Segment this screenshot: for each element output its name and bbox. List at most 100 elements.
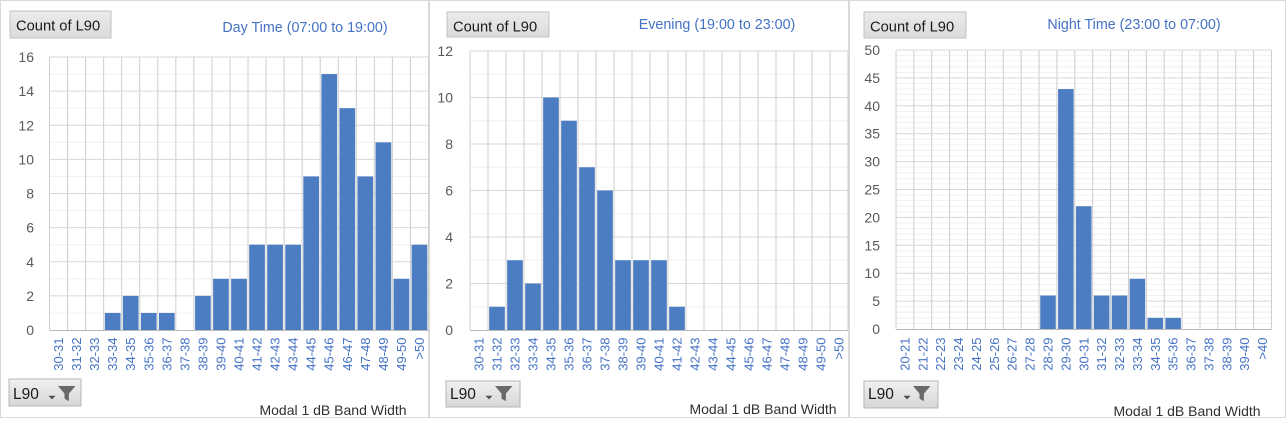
svg-text:44-45: 44-45 — [304, 338, 319, 371]
svg-text:16: 16 — [18, 49, 34, 65]
svg-text:40: 40 — [864, 98, 880, 114]
svg-text:49-50: 49-50 — [394, 338, 409, 371]
svg-text:31-32: 31-32 — [1094, 338, 1109, 371]
svg-text:46-47: 46-47 — [760, 338, 775, 371]
svg-text:4: 4 — [445, 229, 453, 245]
svg-text:0: 0 — [872, 321, 880, 337]
svg-text:38-39: 38-39 — [616, 338, 631, 371]
svg-text:34-35: 34-35 — [544, 338, 559, 371]
svg-text:15: 15 — [864, 237, 880, 253]
svg-text:45-46: 45-46 — [322, 338, 337, 371]
svg-text:0: 0 — [445, 322, 453, 338]
svg-text:14: 14 — [18, 83, 34, 99]
svg-text:Night Time (23:00 to 07:00): Night Time (23:00 to 07:00) — [1047, 17, 1220, 33]
svg-text:30-31: 30-31 — [51, 338, 66, 371]
svg-text:5: 5 — [872, 293, 880, 309]
svg-text:30-31: 30-31 — [1076, 338, 1091, 371]
svg-text:>50: >50 — [832, 338, 847, 360]
svg-text:33-34: 33-34 — [1130, 338, 1145, 371]
svg-text:8: 8 — [445, 136, 453, 152]
svg-text:44-45: 44-45 — [724, 338, 739, 371]
svg-text:L90: L90 — [13, 386, 39, 403]
svg-text:50: 50 — [864, 42, 880, 58]
svg-text:10: 10 — [437, 90, 453, 106]
svg-text:22-23: 22-23 — [933, 338, 948, 371]
svg-text:39-40: 39-40 — [634, 338, 649, 371]
svg-text:Evening (19:00 to 23:00): Evening (19:00 to 23:00) — [639, 17, 796, 33]
svg-text:Count of L90: Count of L90 — [870, 20, 954, 36]
svg-text:32-33: 32-33 — [87, 338, 102, 371]
svg-text:35-36: 35-36 — [562, 338, 577, 371]
svg-text:27-28: 27-28 — [1023, 338, 1038, 371]
svg-text:32-33: 32-33 — [508, 338, 523, 371]
svg-text:>40: >40 — [1255, 338, 1270, 360]
svg-text:43-44: 43-44 — [286, 338, 301, 371]
svg-text:Modal 1 dB Band Width: Modal 1 dB Band Width — [689, 401, 836, 417]
svg-text:35-36: 35-36 — [141, 338, 156, 371]
svg-text:29-30: 29-30 — [1058, 338, 1073, 371]
svg-text:2: 2 — [445, 276, 453, 292]
svg-text:Modal 1 dB Band Width: Modal 1 dB Band Width — [1113, 403, 1260, 418]
svg-text:34-35: 34-35 — [1148, 338, 1163, 371]
svg-text:6: 6 — [445, 183, 453, 199]
svg-text:38-39: 38-39 — [1219, 338, 1234, 371]
svg-text:40-41: 40-41 — [652, 338, 667, 371]
svg-text:Count of L90: Count of L90 — [453, 20, 537, 36]
svg-text:49-50: 49-50 — [814, 338, 829, 371]
svg-text:24-25: 24-25 — [969, 338, 984, 371]
svg-text:21-22: 21-22 — [915, 338, 930, 371]
svg-text:37-38: 37-38 — [598, 338, 613, 371]
svg-text:42-43: 42-43 — [268, 338, 283, 371]
svg-text:36-37: 36-37 — [159, 338, 174, 371]
svg-text:10: 10 — [864, 265, 880, 281]
svg-text:48-49: 48-49 — [796, 338, 811, 371]
svg-text:43-44: 43-44 — [706, 338, 721, 371]
svg-text:35-36: 35-36 — [1166, 338, 1181, 371]
svg-text:37-38: 37-38 — [177, 338, 192, 371]
svg-text:33-34: 33-34 — [105, 338, 120, 371]
svg-text:39-40: 39-40 — [1237, 338, 1252, 371]
svg-text:42-43: 42-43 — [688, 338, 703, 371]
svg-text:L90: L90 — [868, 386, 894, 403]
svg-text:31-32: 31-32 — [490, 338, 505, 371]
svg-text:47-48: 47-48 — [358, 338, 373, 371]
svg-text:48-49: 48-49 — [376, 338, 391, 371]
svg-text:45-46: 45-46 — [742, 338, 757, 371]
svg-text:45: 45 — [864, 70, 880, 86]
svg-text:41-42: 41-42 — [670, 338, 685, 371]
svg-text:40-41: 40-41 — [232, 338, 247, 371]
svg-text:20: 20 — [864, 209, 880, 225]
svg-text:L90: L90 — [450, 386, 476, 403]
svg-text:30-31: 30-31 — [472, 338, 487, 371]
svg-text:2: 2 — [26, 288, 34, 304]
svg-text:33-34: 33-34 — [526, 338, 541, 371]
svg-text:Day Time (07:00 to 19:00): Day Time (07:00 to 19:00) — [222, 20, 387, 36]
svg-text:10: 10 — [18, 151, 34, 167]
svg-text:34-35: 34-35 — [123, 338, 138, 371]
svg-text:20-21: 20-21 — [897, 338, 912, 371]
svg-text:25: 25 — [864, 182, 880, 198]
svg-text:>50: >50 — [412, 338, 427, 360]
svg-text:31-32: 31-32 — [69, 338, 84, 371]
svg-text:46-47: 46-47 — [340, 338, 355, 371]
svg-text:41-42: 41-42 — [250, 338, 265, 371]
svg-text:23-24: 23-24 — [951, 338, 966, 371]
svg-text:36-37: 36-37 — [1184, 338, 1199, 371]
svg-text:Count of L90: Count of L90 — [16, 19, 100, 35]
svg-text:0: 0 — [26, 322, 34, 338]
svg-text:36-37: 36-37 — [580, 338, 595, 371]
svg-text:8: 8 — [26, 186, 34, 202]
svg-text:26-27: 26-27 — [1005, 338, 1020, 371]
svg-text:47-48: 47-48 — [778, 338, 793, 371]
svg-text:28-29: 28-29 — [1040, 338, 1055, 371]
svg-text:4: 4 — [26, 254, 34, 270]
svg-text:Modal 1 dB Band Width: Modal 1 dB Band Width — [259, 402, 406, 418]
svg-text:30: 30 — [864, 154, 880, 170]
svg-text:6: 6 — [26, 220, 34, 236]
svg-text:39-40: 39-40 — [213, 338, 228, 371]
svg-text:37-38: 37-38 — [1201, 338, 1216, 371]
svg-text:35: 35 — [864, 126, 880, 142]
svg-text:38-39: 38-39 — [195, 338, 210, 371]
svg-text:32-33: 32-33 — [1112, 338, 1127, 371]
svg-text:12: 12 — [437, 43, 453, 59]
